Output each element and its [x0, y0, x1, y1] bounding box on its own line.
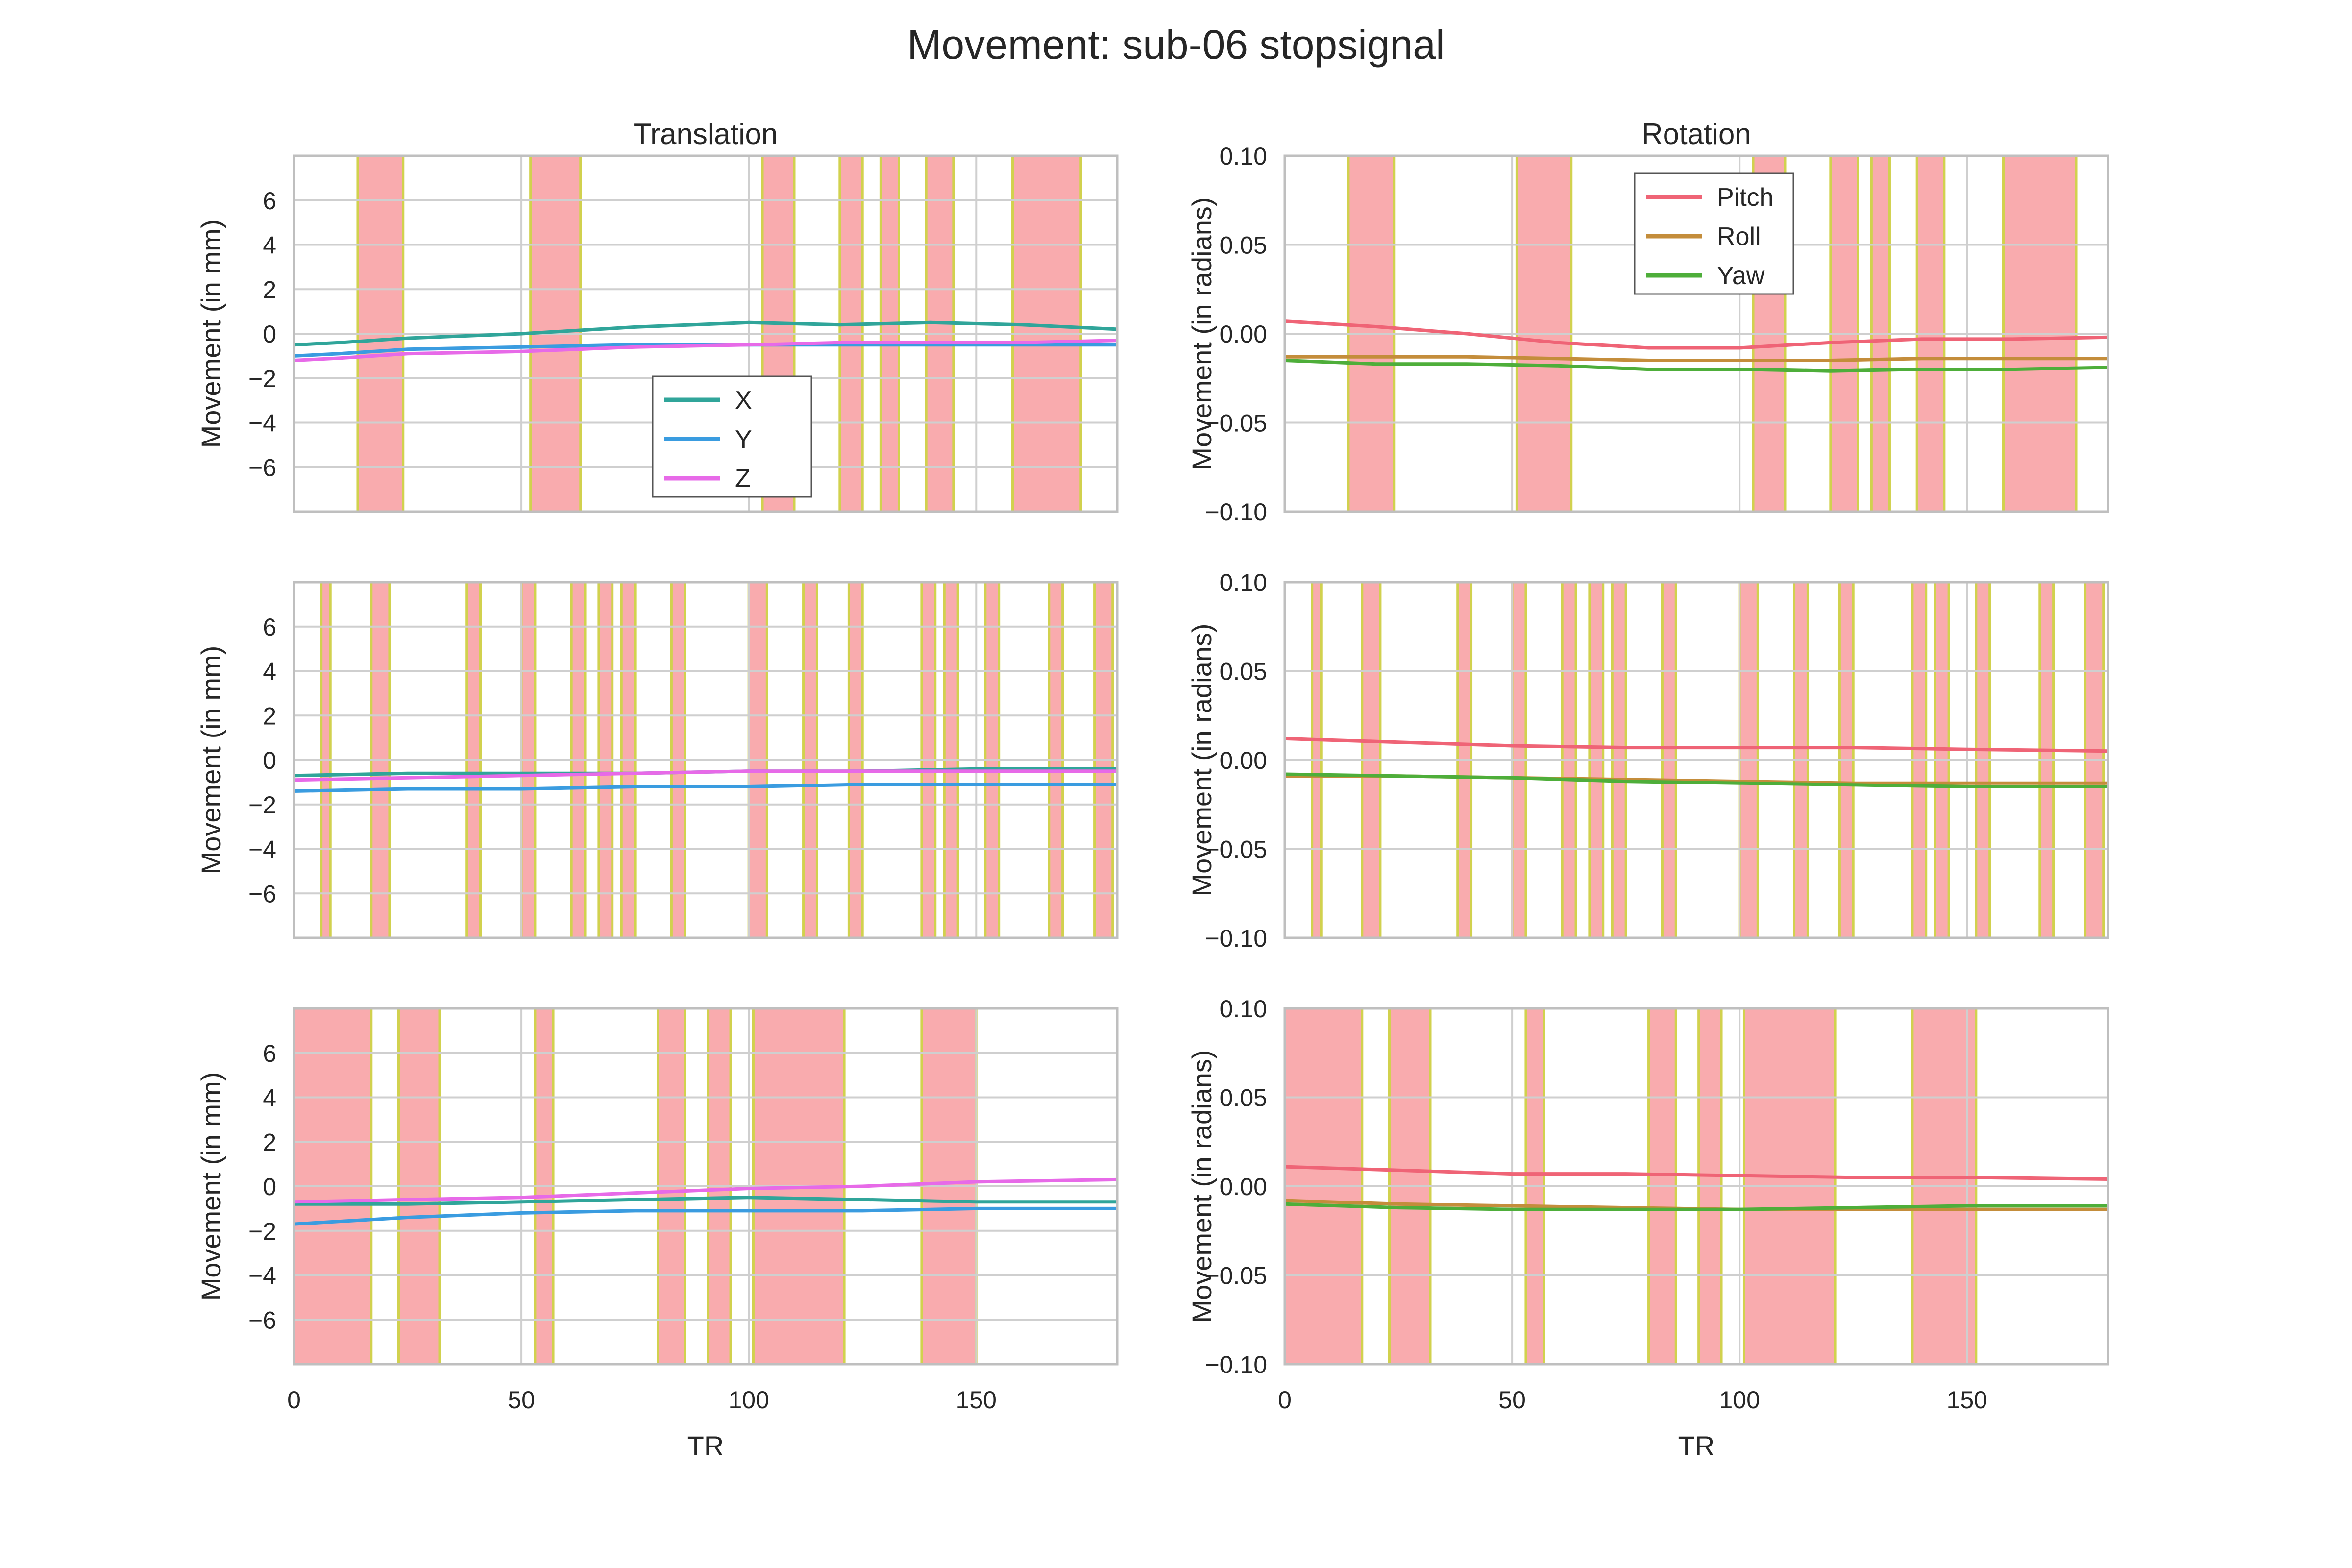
y-tick-label: −0.05 — [1205, 836, 1267, 863]
panel-translation-run-2: 6 4 2 0 −2 −4 −6 Movement (in mm) — [196, 581, 1119, 939]
y-tick-label: 0.05 — [1220, 1084, 1267, 1112]
figure-title: Movement: sub-06 stopsignal — [907, 22, 1445, 68]
y-tick-label: 0.00 — [1220, 1173, 1267, 1200]
y-tick-label: −6 — [248, 1306, 276, 1334]
x-tick-label: 50 — [1498, 1386, 1526, 1414]
x-tick-label: 0 — [287, 1386, 301, 1414]
panel-rotation-run-2: 0.10 0.05 0.00 −0.05 −0.10 Movement (in radia… — [1186, 569, 2109, 952]
legend-label-y: Y — [735, 425, 752, 454]
series-line-x — [294, 1196, 1117, 1206]
series-lines — [1285, 319, 2108, 373]
y-tick-label: −2 — [248, 365, 276, 392]
series-lines — [294, 320, 1117, 362]
panel-title: Translation — [634, 118, 778, 150]
panel-rotation-run-3: 0.10 0.05 0.00 −0.05 −0.10 0 50 100 150 TR Movemen… — [1186, 995, 2109, 1461]
y-tick-label: 0.00 — [1220, 747, 1267, 774]
panels-container: 6 4 2 0 −2 −4 −6 Translation Movement (in mm) XYZ… — [196, 118, 2109, 1461]
y-tick-label: 2 — [263, 1128, 276, 1156]
y-tick-label: −0.05 — [1205, 1262, 1267, 1290]
y-tick-label: 0 — [263, 320, 276, 348]
y-tick-label: 0 — [263, 1173, 276, 1200]
series-line-pitch — [1285, 736, 2108, 753]
y-tick-label: 0.00 — [1220, 320, 1267, 348]
y-tick-label: 0.10 — [1220, 995, 1267, 1023]
legend: Pitch Roll Yaw — [1634, 172, 1794, 295]
series-line-z — [294, 769, 1117, 782]
y-tick-label: 6 — [263, 613, 276, 641]
series-lines — [294, 1177, 1117, 1226]
series-line-x — [294, 320, 1117, 347]
y-axis-label: Movement (in mm) — [196, 220, 226, 448]
series-line-yaw — [1285, 1202, 2108, 1211]
y-tick-label: −2 — [248, 1218, 276, 1245]
y-tick-label: 0.10 — [1220, 569, 1267, 596]
y-tick-label: 4 — [263, 658, 276, 686]
x-tick-label: 100 — [728, 1386, 769, 1414]
y-tick-label: −4 — [248, 1262, 276, 1290]
axes-frame — [1283, 1007, 2109, 1366]
y-tick-label: −0.10 — [1205, 925, 1267, 952]
y-tick-label: 2 — [263, 276, 276, 303]
y-axis-label: Movement (in radians) — [1186, 623, 1217, 896]
y-tick-label: −0.05 — [1205, 410, 1267, 437]
legend-label-yaw: Yaw — [1717, 262, 1765, 290]
y-tick-label: −4 — [248, 410, 276, 437]
y-tick-label: 0.10 — [1220, 143, 1267, 170]
axes-frame — [1283, 581, 2109, 939]
series-line-yaw — [1285, 772, 2108, 788]
series-lines — [1285, 736, 2108, 788]
y-tick-label: −0.10 — [1205, 498, 1267, 526]
series-line-roll — [1285, 355, 2108, 362]
y-tick-label: 2 — [263, 702, 276, 730]
legend-label-pitch: Pitch — [1717, 183, 1774, 212]
series-lines — [294, 767, 1117, 793]
series-line-z — [294, 339, 1117, 362]
y-tick-label: 6 — [263, 187, 276, 215]
series-line-y — [294, 1206, 1117, 1226]
x-tick-label: 150 — [1947, 1386, 1987, 1414]
x-tick-label: 150 — [956, 1386, 997, 1414]
x-tick-label: 50 — [508, 1386, 535, 1414]
y-axis-label: Movement (in mm) — [196, 1072, 226, 1301]
panel-rotation-run-1: 0.10 0.05 0.00 −0.05 −0.10 Rotation Movement (… — [1186, 118, 2109, 526]
y-axis-label: Movement (in radians) — [1186, 1050, 1217, 1323]
y-tick-label: 0 — [263, 747, 276, 774]
y-tick-label: 0.05 — [1220, 658, 1267, 686]
y-tick-label: 4 — [263, 232, 276, 259]
series-lines — [1285, 1165, 2108, 1211]
series-line-yaw — [1285, 359, 2108, 373]
y-tick-label: −2 — [248, 791, 276, 819]
series-line-z — [294, 1177, 1117, 1204]
y-axis-label: Movement (in mm) — [196, 646, 226, 875]
panel-title: Rotation — [1642, 118, 1751, 150]
axes-frame — [293, 581, 1119, 939]
legend-label-z: Z — [735, 465, 751, 493]
axes-frame — [1283, 154, 2109, 513]
series-line-pitch — [1285, 1165, 2108, 1181]
x-axis-label: TR — [687, 1430, 724, 1461]
y-tick-label: −4 — [248, 836, 276, 863]
panel-translation-run-1: 6 4 2 0 −2 −4 −6 Translation Movement (in mm) XYZ — [196, 118, 1119, 513]
y-tick-label: −0.10 — [1205, 1351, 1267, 1378]
x-tick-label: 0 — [1278, 1386, 1292, 1414]
y-tick-label: 6 — [263, 1040, 276, 1067]
y-axis-label: Movement (in radians) — [1186, 197, 1217, 470]
series-line-y — [294, 783, 1117, 793]
legend: XYZ — [652, 375, 812, 498]
y-tick-label: 0.05 — [1220, 232, 1267, 259]
x-tick-label: 100 — [1719, 1386, 1760, 1414]
panel-translation-run-3: 6 4 2 0 −2 −4 −6 0 50 100 150 TR Movement (in mm) — [196, 1007, 1119, 1461]
x-axis-label: TR — [1678, 1430, 1715, 1461]
y-tick-label: −6 — [248, 454, 276, 481]
legend-label-x: X — [735, 386, 752, 415]
y-tick-label: −6 — [248, 880, 276, 907]
axes-frame — [293, 1007, 1119, 1366]
legend-label-roll: Roll — [1717, 222, 1761, 251]
series-line-pitch — [1285, 319, 2108, 350]
axes-frame — [293, 154, 1119, 513]
y-tick-label: 4 — [263, 1084, 276, 1112]
